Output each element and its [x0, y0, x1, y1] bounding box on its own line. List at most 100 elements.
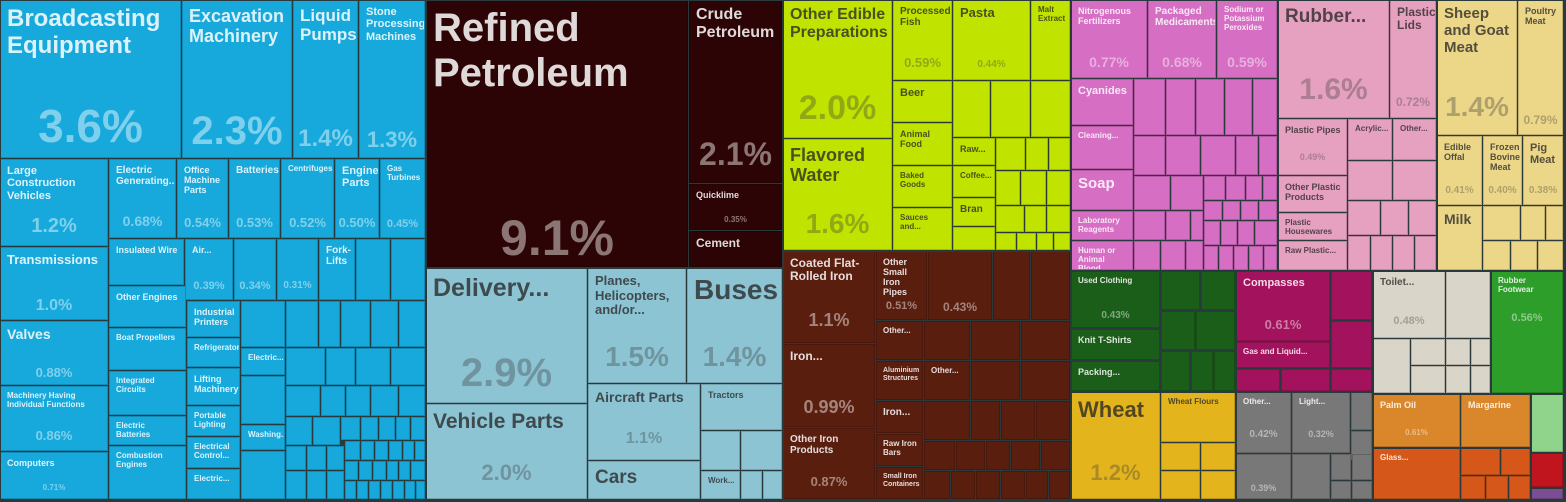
treemap-cell-glass[interactable]: Glass...: [1373, 448, 1460, 499]
treemap-cell-packing[interactable]: Packing...: [1071, 361, 1160, 391]
treemap-cell-lifting-machinery[interactable]: Lifting Machinery: [187, 368, 240, 405]
treemap-cell-electric-generating[interactable]: Electric Generating... 0.68%: [109, 159, 176, 238]
treemap-cell-work[interactable]: Work...: [701, 471, 740, 499]
treemap-cell-acrylic[interactable]: Acrylic...: [1348, 119, 1392, 160]
treemap-cell-planes-helicopters-and-or[interactable]: Planes, Helicopters, and/or... 1.5%: [588, 268, 686, 383]
treemap-cell-plastic-pipes[interactable]: Plastic Pipes 0.49%: [1278, 119, 1347, 175]
treemap-cell-raw-plastic[interactable]: Raw Plastic...: [1278, 241, 1347, 270]
treemap-cell-other-small-iron-pipes[interactable]: Other Small Iron Pipes 0.51%: [876, 251, 927, 320]
treemap-cell-gas-and-liquid[interactable]: Gas and Liquid...: [1236, 342, 1330, 368]
treemap-cell-vehicle-parts[interactable]: Vehicle Parts 2.0%: [426, 404, 587, 499]
treemap-cell-rubber-footwear[interactable]: Rubber Footwear 0.56%: [1491, 271, 1563, 393]
treemap-cell-delivery[interactable]: Delivery... 2.9%: [426, 268, 587, 403]
treemap-cell-integrated-circuits[interactable]: Integrated Circuits: [109, 371, 186, 415]
treemap-cell-beer[interactable]: Beer: [893, 81, 952, 122]
treemap-cell-office-machine-parts[interactable]: Office Machine Parts 0.54%: [177, 159, 228, 238]
treemap-cell-electrical-control[interactable]: Electrical Control...: [187, 437, 240, 468]
treemap-cell-other[interactable]: Other...: [1393, 119, 1436, 160]
treemap-cell-electric[interactable]: Electric...: [241, 348, 285, 375]
treemap-cell-excavation-machinery[interactable]: Excavation Machinery 2.3%: [182, 0, 292, 158]
treemap-cell-plastic-lids[interactable]: Plastic Lids 0.72%: [1390, 0, 1436, 118]
treemap-cell-flavored-water[interactable]: Flavored Water 1.6%: [783, 139, 892, 250]
treemap-cell-centrifuges[interactable]: Centrifuges 0.52%: [281, 159, 334, 238]
treemap-cell-other[interactable]: Other...: [876, 321, 923, 360]
treemap-cell-cement[interactable]: Cement: [689, 231, 782, 267]
treemap-cell-other-engines[interactable]: Other Engines: [109, 286, 186, 327]
treemap-cell-portable-lighting[interactable]: Portable Lighting: [187, 406, 240, 436]
treemap-cell-iron[interactable]: Iron...: [876, 401, 923, 433]
treemap-cell-sauces-and[interactable]: Sauces and...: [893, 208, 952, 250]
treemap-cell-boat-propellers[interactable]: Boat Propellers: [109, 328, 186, 370]
treemap-cell-transmissions[interactable]: Transmissions 1.0%: [0, 247, 108, 320]
treemap-cell-other-plastic-products[interactable]: Other Plastic Products: [1278, 176, 1347, 212]
treemap-cell-sodium-or-potassium-peroxides[interactable]: Sodium or Potassium Peroxides 0.59%: [1217, 0, 1277, 78]
treemap-cell-raw-iron-bars[interactable]: Raw Iron Bars: [876, 434, 923, 466]
treemap-cell-rubber[interactable]: Rubber... 1.6%: [1278, 0, 1389, 118]
treemap-cell-knit-t-shirts[interactable]: Knit T-Shirts: [1071, 329, 1160, 360]
treemap-cell-other[interactable]: Other...: [924, 361, 970, 400]
treemap-cell-other-edible-preparations[interactable]: Other Edible Preparations 2.0%: [783, 0, 892, 138]
treemap-cell-air[interactable]: Air... 0.39%: [185, 239, 233, 300]
treemap-cell-laboratory-reagents[interactable]: Laboratory Reagents: [1071, 211, 1133, 240]
treemap-cell-human-or-animal-blood[interactable]: Human or Animal Blood: [1071, 241, 1133, 270]
treemap-cell-crude-petroleum[interactable]: Crude Petroleum 2.1%: [689, 0, 782, 183]
treemap-cell-used-clothing[interactable]: Used Clothing 0.43%: [1071, 271, 1160, 328]
treemap-cell-liquid-pumps[interactable]: Liquid Pumps 1.4%: [293, 0, 358, 158]
treemap-cell-refrigerators[interactable]: Refrigerators: [187, 338, 240, 367]
treemap-cell-gas-turbines[interactable]: Gas Turbines 0.45%: [380, 159, 425, 238]
treemap-cell-compasses[interactable]: Compasses 0.61%: [1236, 271, 1330, 341]
treemap-cell-stone-processing-machines[interactable]: Stone Processing Machines 1.3%: [359, 0, 425, 158]
treemap-cell-value-14[interactable]: 0.34%: [234, 239, 276, 300]
treemap-cell-animal-food[interactable]: Animal Food: [893, 123, 952, 165]
treemap-cell-value-81[interactable]: 0.43%: [928, 251, 992, 320]
treemap-cell-other[interactable]: Other... 0.42%: [1236, 392, 1291, 453]
treemap-cell-washing[interactable]: Washing...: [241, 425, 285, 450]
treemap-cell-poultry-meat[interactable]: Poultry Meat 0.79%: [1518, 0, 1563, 135]
treemap-cell-sheep-and-goat-meat[interactable]: Sheep and Goat Meat 1.4%: [1437, 0, 1517, 135]
treemap-cell-tractors[interactable]: Tractors: [701, 384, 782, 430]
treemap-cell-raw[interactable]: Raw...: [953, 138, 995, 165]
treemap-cell-refined-petroleum[interactable]: Refined Petroleum 9.1%: [426, 0, 688, 267]
treemap-cell-nitrogenous-fertilizers[interactable]: Nitrogenous Fertilizers 0.77%: [1071, 0, 1147, 78]
treemap-cell-soap[interactable]: Soap: [1071, 170, 1133, 210]
treemap-cell-small-iron-containers[interactable]: Small Iron Containers: [876, 467, 923, 499]
treemap-cell-industrial-printers[interactable]: Industrial Printers: [187, 301, 240, 337]
treemap-cell-margarine[interactable]: Margarine: [1461, 394, 1530, 447]
treemap-cell-computers[interactable]: Computers 0.71%: [0, 452, 108, 499]
treemap-cell-broadcasting-equipment[interactable]: Broadcasting Equipment 3.6%: [0, 0, 181, 158]
treemap-cell-aluminium-structures[interactable]: Aluminium Structures: [876, 361, 923, 400]
treemap-cell-electric-batteries[interactable]: Electric Batteries: [109, 416, 186, 445]
treemap-cell-palm-oil[interactable]: Palm Oil 0.61%: [1373, 394, 1460, 447]
treemap-cell-malt-extract[interactable]: Malt Extract: [1031, 0, 1070, 80]
treemap-cell-batteries[interactable]: Batteries 0.53%: [229, 159, 280, 238]
treemap-cell-wheat[interactable]: Wheat 1.2%: [1071, 392, 1160, 499]
treemap-cell-aircraft-parts[interactable]: Aircraft Parts 1.1%: [588, 384, 700, 460]
treemap-cell-light[interactable]: Light... 0.32%: [1292, 392, 1350, 453]
treemap-cell-edible-offal[interactable]: Edible Offal 0.41%: [1437, 136, 1482, 205]
treemap-cell-large-construction-vehicles[interactable]: Large Construction Vehicles 1.2%: [0, 159, 108, 246]
treemap-cell-fork-lifts[interactable]: Fork-Lifts: [319, 239, 355, 300]
treemap-cell-buses[interactable]: Buses 1.4%: [687, 268, 782, 383]
treemap-cell-combustion-engines[interactable]: Combustion Engines: [109, 446, 186, 499]
treemap-cell-cleaning[interactable]: Cleaning...: [1071, 126, 1133, 169]
treemap-cell-pig-meat[interactable]: Pig Meat 0.38%: [1523, 136, 1563, 205]
treemap-cell-iron[interactable]: Iron... 0.99%: [783, 344, 875, 427]
treemap-cell-wheat-flours[interactable]: Wheat Flours: [1161, 392, 1235, 442]
treemap-cell-plastic-housewares[interactable]: Plastic Housewares: [1278, 213, 1347, 240]
treemap-cell-electric[interactable]: Electric...: [187, 469, 240, 499]
treemap-cell-baked-goods[interactable]: Baked Goods: [893, 166, 952, 207]
treemap-cell-insulated-wire[interactable]: Insulated Wire: [109, 239, 184, 285]
treemap-cell-valves[interactable]: Valves 0.88%: [0, 321, 108, 385]
treemap-cell-value-101[interactable]: 0.39%: [1236, 454, 1291, 499]
treemap-cell-other-iron-products[interactable]: Other Iron Products 0.87%: [783, 428, 875, 499]
treemap-cell-pasta[interactable]: Pasta 0.44%: [953, 0, 1030, 80]
treemap-cell-toilet[interactable]: Toilet... 0.48%: [1373, 271, 1445, 338]
treemap-cell-cyanides[interactable]: Cyanides: [1071, 79, 1133, 125]
treemap-cell-machinery-having-individual-functions[interactable]: Machinery Having Individual Functions 0.8…: [0, 386, 108, 451]
treemap-cell-value-15[interactable]: 0.31%: [277, 239, 318, 300]
treemap-cell-milk[interactable]: Milk: [1437, 206, 1482, 270]
treemap-cell-bran[interactable]: Bran: [953, 198, 995, 226]
treemap-cell-packaged-medicaments[interactable]: Packaged Medicaments 0.68%: [1148, 0, 1216, 78]
treemap-cell-frozen-bovine-meat[interactable]: Frozen Bovine Meat 0.40%: [1483, 136, 1522, 205]
treemap-cell-coffee[interactable]: Coffee...: [953, 166, 995, 197]
